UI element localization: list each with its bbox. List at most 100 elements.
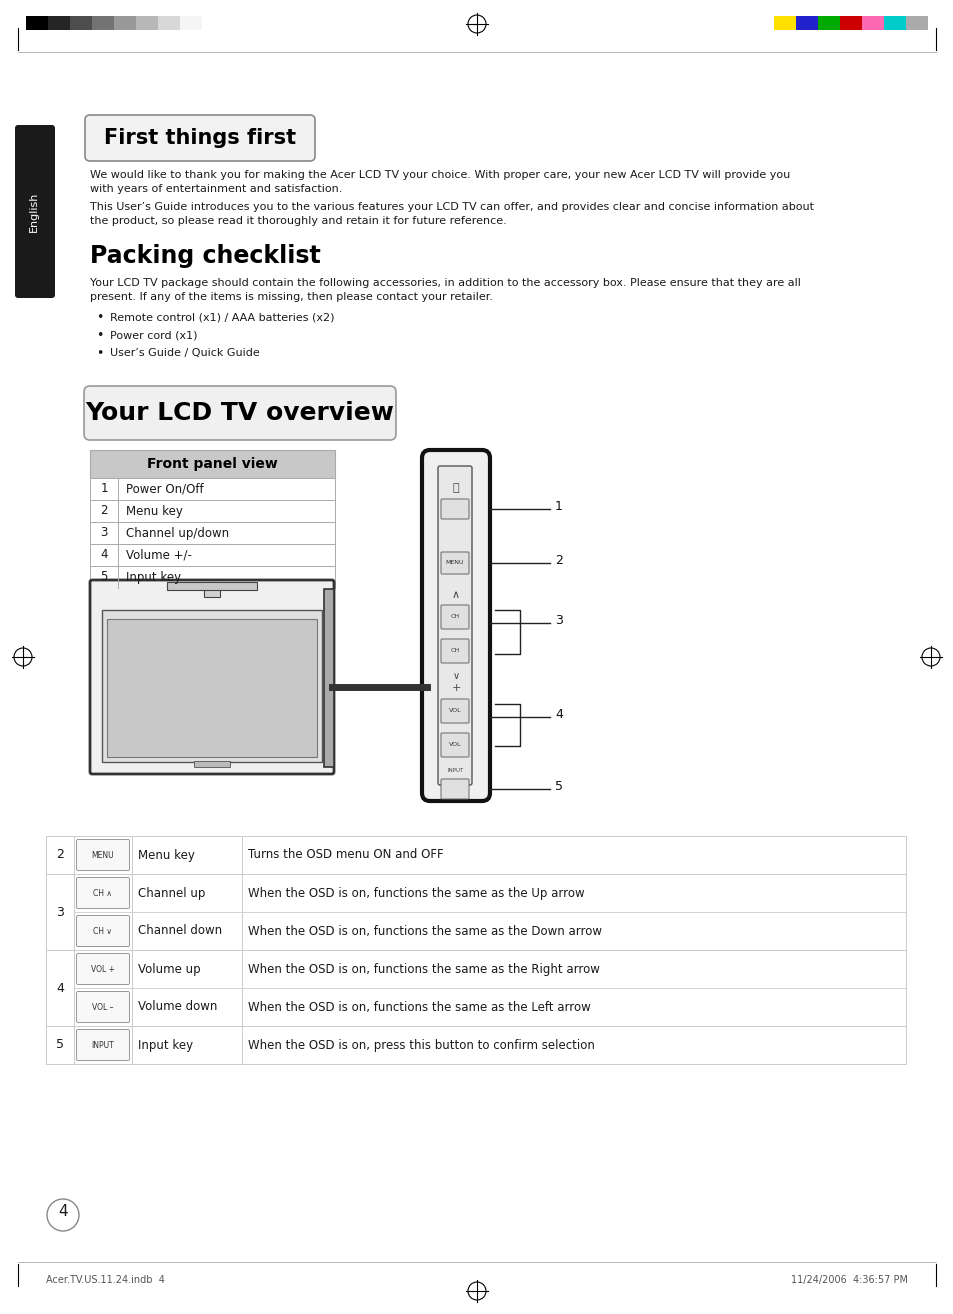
Text: 4: 4: [100, 548, 108, 561]
Text: CH ∧: CH ∧: [93, 888, 112, 897]
Bar: [46, 950, 74, 1026]
Text: When the OSD is on, functions the same as the Up arrow: When the OSD is on, functions the same a…: [248, 887, 584, 900]
Text: Power cord (x1): Power cord (x1): [110, 330, 197, 340]
Bar: [46, 950, 905, 1026]
Text: ∧: ∧: [452, 590, 459, 600]
Bar: [840, 16, 862, 30]
Bar: [46, 1026, 905, 1064]
Bar: [102, 610, 322, 762]
Text: We would like to thank you for making the Acer LCD TV your choice. With proper c: We would like to thank you for making th…: [90, 170, 789, 180]
Text: VOL: VOL: [448, 742, 461, 748]
Bar: [46, 874, 74, 950]
Text: 5: 5: [555, 781, 562, 794]
FancyBboxPatch shape: [421, 449, 490, 802]
Text: present. If any of the items is missing, then please contact your retailer.: present. If any of the items is missing,…: [90, 292, 493, 302]
Text: 1: 1: [100, 482, 108, 495]
Text: 2: 2: [100, 505, 108, 518]
Bar: [90, 522, 335, 544]
Text: 5: 5: [100, 570, 108, 583]
Text: Turns the OSD menu ON and OFF: Turns the OSD menu ON and OFF: [248, 849, 443, 862]
FancyBboxPatch shape: [440, 552, 469, 574]
Bar: [70, 16, 91, 30]
FancyBboxPatch shape: [76, 878, 130, 908]
Text: When the OSD is on, functions the same as the Left arrow: When the OSD is on, functions the same a…: [248, 1000, 590, 1013]
FancyBboxPatch shape: [76, 1029, 130, 1060]
Text: Input key: Input key: [138, 1038, 193, 1051]
Text: CH: CH: [450, 615, 459, 619]
Text: Volume +/-: Volume +/-: [126, 548, 192, 561]
Text: Menu key: Menu key: [126, 505, 183, 518]
Text: 3: 3: [555, 615, 562, 628]
FancyBboxPatch shape: [76, 992, 130, 1022]
Text: Your LCD TV overview: Your LCD TV overview: [86, 401, 394, 424]
Text: the product, so please read it thoroughly and retain it for future reference.: the product, so please read it thoroughl…: [90, 215, 506, 226]
Text: 4: 4: [56, 982, 64, 995]
Text: 2: 2: [56, 849, 64, 862]
FancyBboxPatch shape: [440, 699, 469, 723]
FancyBboxPatch shape: [440, 604, 469, 629]
Text: Channel down: Channel down: [138, 925, 222, 937]
Bar: [817, 16, 840, 30]
Bar: [46, 874, 905, 950]
Text: 5: 5: [56, 1038, 64, 1051]
Bar: [91, 16, 113, 30]
Text: 4: 4: [555, 708, 562, 721]
Text: Packing checklist: Packing checklist: [90, 244, 320, 268]
Text: Input key: Input key: [126, 570, 181, 583]
Bar: [905, 16, 927, 30]
FancyBboxPatch shape: [437, 466, 472, 784]
Text: ∨: ∨: [452, 671, 459, 681]
Text: •: •: [96, 330, 104, 343]
Text: Acer.TV.US.11.24.indb  4: Acer.TV.US.11.24.indb 4: [46, 1275, 165, 1285]
Text: Volume up: Volume up: [138, 962, 200, 975]
Text: Channel up/down: Channel up/down: [126, 527, 229, 540]
Text: 3: 3: [100, 527, 108, 540]
Text: When the OSD is on, functions the same as the Right arrow: When the OSD is on, functions the same a…: [248, 962, 599, 975]
FancyBboxPatch shape: [440, 499, 469, 519]
Bar: [90, 478, 335, 501]
Bar: [107, 619, 316, 757]
FancyBboxPatch shape: [440, 639, 469, 664]
Bar: [90, 566, 335, 587]
Bar: [90, 449, 335, 478]
Text: Channel up: Channel up: [138, 887, 205, 900]
FancyBboxPatch shape: [85, 116, 314, 162]
Bar: [48, 16, 70, 30]
Bar: [193, 761, 230, 767]
Text: Your LCD TV package should contain the following accessories, in addition to the: Your LCD TV package should contain the f…: [90, 279, 800, 288]
Text: VOL –: VOL –: [92, 1003, 113, 1012]
FancyBboxPatch shape: [90, 579, 334, 774]
Text: When the OSD is on, functions the same as the Down arrow: When the OSD is on, functions the same a…: [248, 925, 601, 937]
Bar: [862, 16, 883, 30]
Bar: [113, 16, 136, 30]
Bar: [26, 16, 48, 30]
Text: 3: 3: [56, 905, 64, 918]
Text: •: •: [96, 311, 104, 325]
Text: CH ∨: CH ∨: [93, 926, 112, 936]
FancyBboxPatch shape: [440, 733, 469, 757]
Text: •: •: [96, 347, 104, 360]
Bar: [46, 836, 74, 874]
Text: 11/24/2006  4:36:57 PM: 11/24/2006 4:36:57 PM: [790, 1275, 907, 1285]
FancyBboxPatch shape: [76, 954, 130, 984]
Text: 4: 4: [58, 1205, 68, 1219]
Text: 2: 2: [555, 555, 562, 568]
Bar: [136, 16, 158, 30]
Bar: [773, 16, 795, 30]
Text: INPUT: INPUT: [447, 767, 464, 773]
FancyBboxPatch shape: [84, 386, 395, 440]
Bar: [158, 16, 180, 30]
Text: Front panel view: Front panel view: [147, 457, 277, 470]
FancyBboxPatch shape: [15, 125, 55, 298]
Bar: [46, 1026, 74, 1064]
Bar: [204, 582, 220, 597]
Text: Menu key: Menu key: [138, 849, 194, 862]
FancyBboxPatch shape: [76, 916, 130, 946]
Circle shape: [47, 1198, 79, 1231]
Bar: [167, 582, 256, 590]
Bar: [795, 16, 817, 30]
Text: VOL: VOL: [448, 708, 461, 714]
Text: Volume down: Volume down: [138, 1000, 217, 1013]
Text: MENU: MENU: [91, 850, 114, 859]
Text: 1: 1: [555, 501, 562, 514]
